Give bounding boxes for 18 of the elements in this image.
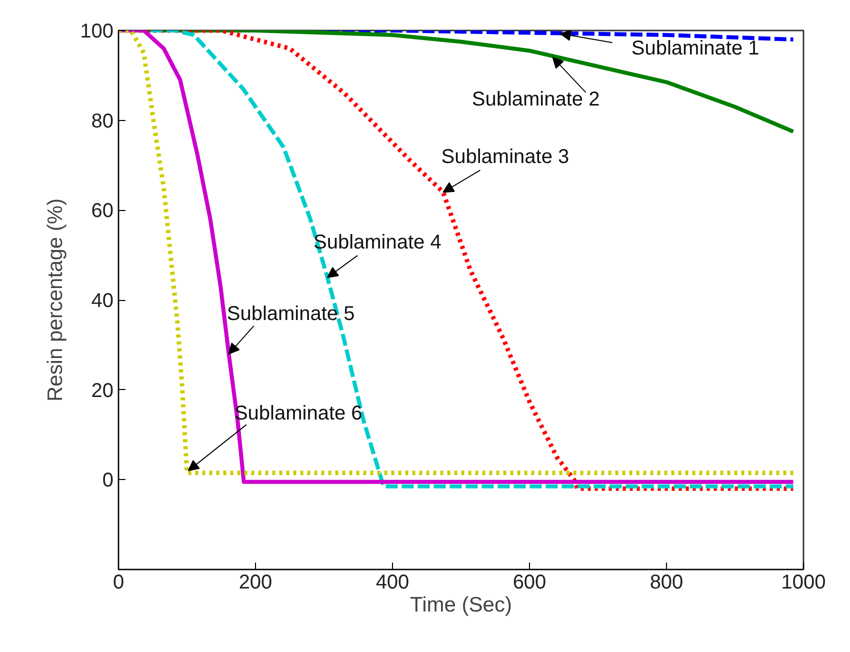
- y-tick-label: 0: [102, 470, 114, 492]
- y-axis-title: Resin percentage (%): [44, 198, 68, 402]
- annotation: Sublaminate 5: [226, 302, 355, 325]
- y-tick-label: 20: [91, 380, 114, 402]
- x-tick-label: 600: [512, 572, 546, 594]
- x-axis-title: Time (Sec): [410, 594, 512, 616]
- x-tick-label: 400: [376, 572, 410, 594]
- x-tick-label: 1000: [781, 572, 826, 594]
- annotation: Sublaminate 1: [631, 38, 760, 60]
- x-tick-label: 800: [650, 572, 684, 594]
- x-tick-label: 200: [238, 572, 272, 594]
- annotation: Sublaminate 4: [313, 232, 442, 254]
- y-tick-label: 60: [91, 200, 114, 222]
- annotation: Sublaminate 2: [472, 88, 600, 110]
- y-tick-label: 40: [91, 290, 114, 312]
- y-tick-label: 80: [91, 110, 114, 132]
- y-tick-label: 100: [80, 20, 114, 42]
- annotation: Sublaminate 3: [441, 146, 570, 168]
